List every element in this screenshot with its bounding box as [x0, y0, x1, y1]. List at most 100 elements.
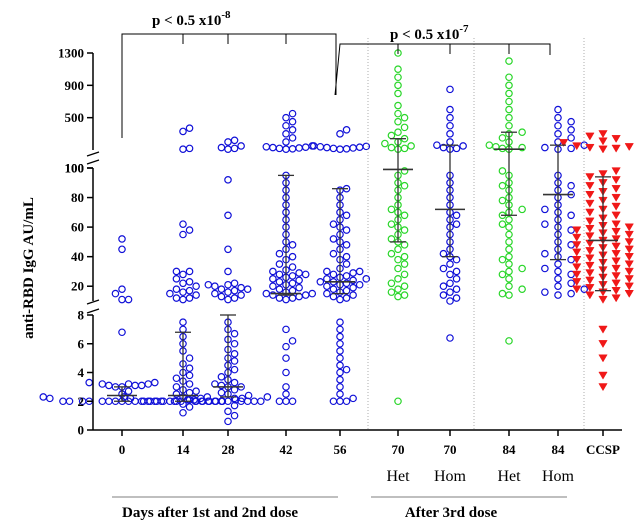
data-point-1-45	[185, 286, 194, 295]
data-point-1-58	[185, 144, 194, 153]
data-point-5-47	[394, 89, 402, 98]
data-point-5-7	[394, 275, 402, 283]
data-point-9-84	[598, 130, 608, 139]
data-point-3-29	[288, 272, 297, 280]
data-point-7-25	[498, 181, 507, 190]
data-point-9-20	[611, 272, 621, 281]
data-point-8-2	[541, 288, 549, 296]
data-point-4-22	[342, 286, 351, 295]
data-point-5-49	[394, 73, 402, 82]
data-point-7-6	[498, 270, 507, 279]
data-point-1-49	[185, 277, 194, 286]
data-point-2-13	[191, 397, 200, 406]
data-point-4-65	[355, 143, 364, 151]
data-point-0-27	[105, 381, 113, 390]
data-point-3-30	[275, 270, 284, 279]
data-point-7-41	[505, 97, 513, 106]
data-point-9-65	[585, 190, 595, 199]
data-point-8-10	[554, 260, 562, 268]
data-point-2-0	[224, 417, 232, 426]
data-point-9-72	[598, 170, 608, 179]
data-point-9-80	[559, 139, 569, 147]
data-point-4-16	[336, 295, 344, 304]
data-point-1-19	[120, 393, 128, 401]
data-point-5-9	[394, 264, 402, 273]
data-point-5-17	[387, 235, 396, 243]
data-point-3-3	[282, 390, 290, 398]
data-point-8-22	[567, 211, 575, 220]
axis-break-mark-3	[86, 159, 100, 165]
data-point-1-21	[172, 390, 181, 398]
data-point-0-28	[137, 381, 146, 390]
data-point-4-54	[342, 211, 351, 220]
data-point-6-0	[446, 334, 454, 342]
data-point-3-33	[269, 267, 277, 276]
data-point-2-12	[256, 397, 265, 406]
data-point-9-59	[585, 208, 595, 217]
data-point-9-46	[572, 233, 582, 242]
data-point-3-67	[288, 109, 297, 118]
data-point-1-57	[179, 145, 187, 153]
x-sub-label-8: Hom	[542, 468, 575, 485]
data-point-9-1	[598, 371, 608, 380]
data-point-4-70	[342, 125, 351, 134]
data-point-1-5	[166, 397, 174, 406]
data-point-7-4	[505, 282, 513, 291]
data-point-6-8	[452, 275, 461, 283]
axis-break-mark-1	[86, 308, 100, 314]
data-point-4-63	[349, 144, 357, 152]
data-point-1-53	[172, 267, 181, 276]
data-point-9-13	[624, 282, 634, 291]
data-point-7-8	[518, 264, 526, 273]
data-point-6-11	[439, 264, 448, 273]
data-point-9-71	[585, 173, 595, 182]
data-point-1-29	[185, 371, 194, 380]
data-point-2-10	[250, 397, 259, 406]
data-point-5-44	[400, 113, 409, 122]
data-point-6-1	[446, 297, 454, 305]
data-point-2-39	[230, 294, 239, 302]
data-point-1-55	[185, 226, 194, 234]
data-point-5-21	[387, 220, 396, 228]
data-point-4-41	[342, 260, 351, 268]
data-point-9-50	[611, 227, 621, 236]
data-point-2-42	[211, 289, 219, 298]
data-point-3-57	[301, 143, 310, 151]
data-point-4-68	[309, 142, 318, 150]
data-point-5-13	[387, 249, 396, 258]
data-point-3-6	[282, 354, 290, 362]
data-point-1-56	[179, 220, 187, 228]
data-point-9-17	[585, 276, 595, 285]
data-point-4-69	[336, 130, 344, 138]
bracket-line-1	[121, 33, 337, 138]
data-point-2-33	[230, 339, 239, 348]
data-point-3-36	[275, 260, 284, 268]
data-point-0-39	[118, 245, 126, 254]
data-point-6-22	[452, 211, 461, 220]
data-point-3-26	[295, 276, 303, 285]
data-point-7-45	[505, 57, 513, 65]
data-point-5-1	[394, 292, 402, 301]
data-point-9-76	[585, 143, 595, 152]
data-point-9-0	[598, 383, 608, 392]
data-point-6-32	[459, 142, 467, 150]
data-point-2-41	[237, 291, 245, 299]
data-point-3-0	[282, 397, 290, 406]
x-tick-label-7: 84	[503, 442, 517, 457]
data-point-4-7	[336, 368, 344, 377]
data-point-7-16	[498, 220, 507, 228]
data-point-0-18	[46, 394, 54, 403]
data-point-6-38	[446, 105, 454, 114]
data-point-3-38	[288, 252, 297, 261]
data-point-2-58	[217, 143, 226, 152]
data-point-6-20	[452, 220, 461, 228]
y-tick-label-0-4: 8	[78, 308, 85, 323]
data-point-4-28	[342, 279, 351, 288]
data-point-4-66	[316, 142, 325, 151]
data-point-5-50	[394, 65, 402, 73]
data-point-4-60	[336, 145, 344, 153]
data-point-4-14	[336, 325, 344, 334]
group-label-early: Days after 1st and 2nd dose	[122, 505, 298, 521]
data-point-8-5	[567, 279, 575, 288]
data-point-8-24	[541, 205, 549, 214]
